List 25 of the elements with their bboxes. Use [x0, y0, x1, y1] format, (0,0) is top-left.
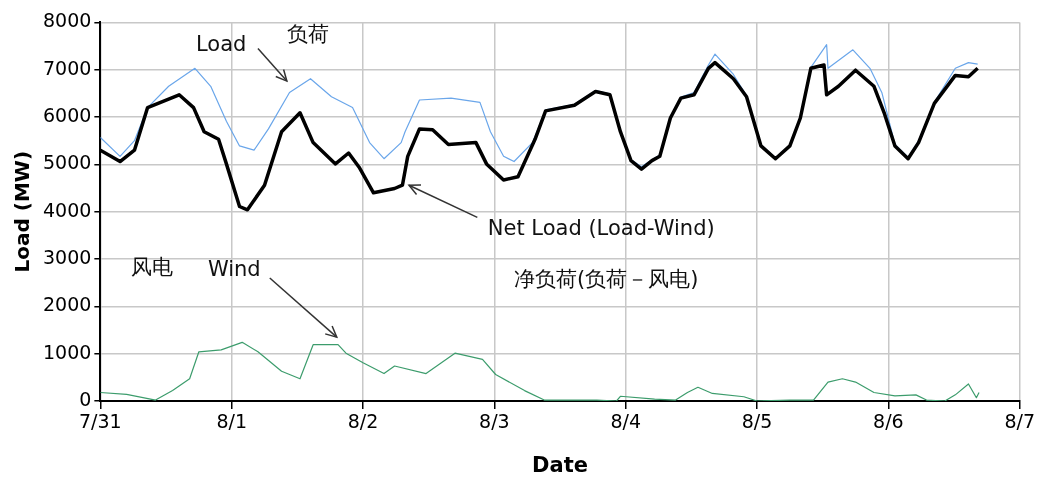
x-tick-label: 7/31 [79, 410, 122, 433]
x-tick-label: 8/3 [479, 410, 510, 433]
annotation: 风电 [130, 255, 173, 280]
y-tick-label: 4000 [42, 198, 92, 221]
y-tick-label: 1000 [42, 340, 92, 363]
y-tick-label: 0 [79, 387, 92, 410]
x-tick-label: 8/5 [741, 410, 773, 433]
y-tick-label: 7000 [42, 56, 92, 79]
x-tick-label: 8/4 [610, 410, 641, 433]
y-tick-label: 8000 [42, 9, 92, 32]
series-label: Net Load (Load-Wind) [487, 216, 715, 241]
x-tick-label: 8/6 [873, 410, 904, 433]
text: Wind [207, 256, 261, 281]
y-tick-label: 6000 [42, 103, 92, 126]
x-axis-title: Date [532, 452, 588, 477]
y-tick-label: 2000 [42, 293, 92, 316]
series-label: Load [195, 32, 247, 57]
y-tick-label: 3000 [42, 245, 92, 268]
x-tick-label: 8/7 [1004, 410, 1035, 433]
annotation: 负荷 [286, 21, 329, 46]
x-tick-label: 8/1 [216, 410, 247, 433]
y-tick-label: 5000 [42, 151, 92, 174]
y-axis-title: Load (MW) [10, 150, 35, 273]
annotation: 净负荷(负荷－风电) [514, 267, 699, 292]
x-tick-label: 8/2 [347, 410, 379, 433]
